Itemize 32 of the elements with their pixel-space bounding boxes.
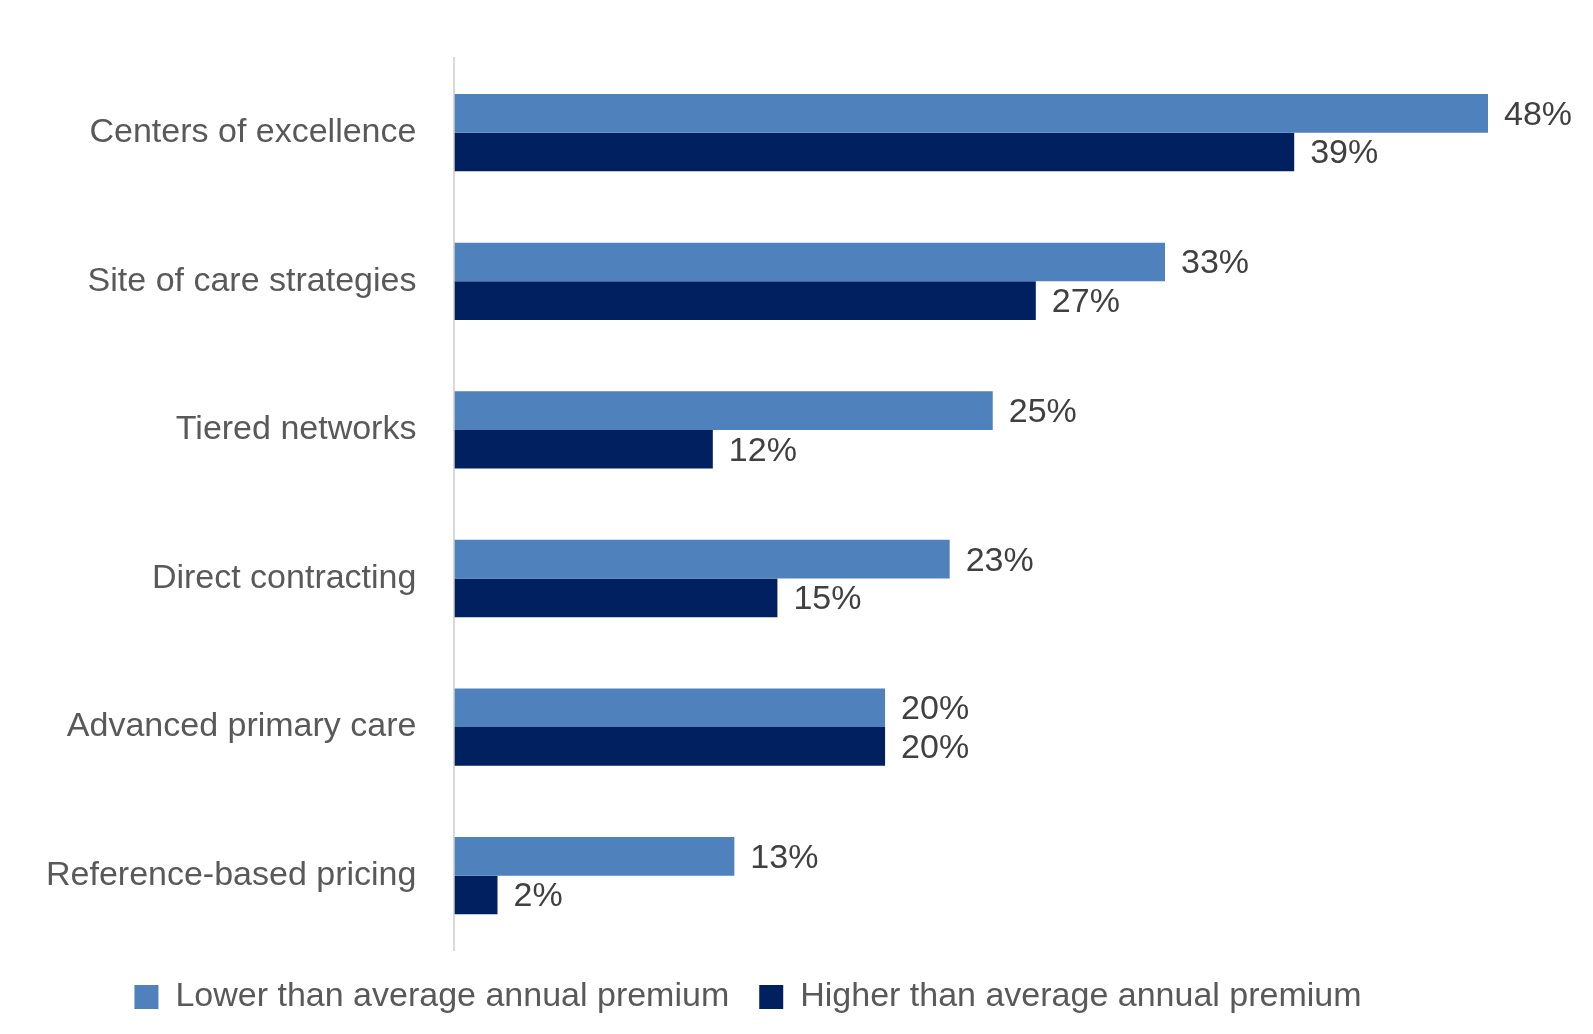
bar	[454, 132, 1295, 172]
data-label: 33%	[1181, 242, 1250, 281]
bar	[454, 242, 1166, 282]
data-label: 23%	[965, 539, 1034, 578]
y-tick-label: Tiered networks	[175, 408, 417, 447]
legend-label: Lower than average annual premium	[175, 975, 730, 1014]
bar	[454, 391, 993, 430]
bar	[454, 281, 1036, 320]
data-label: 20%	[901, 726, 970, 765]
bar	[454, 429, 713, 469]
data-label: 39%	[1310, 132, 1379, 171]
bar	[454, 688, 886, 728]
y-tick-label: Direct contracting	[151, 556, 417, 595]
legend-label: Higher than average annual premium	[800, 975, 1362, 1014]
bar	[454, 94, 1488, 133]
data-label: 48%	[1504, 93, 1573, 132]
data-label: 2%	[513, 875, 563, 914]
data-label: 13%	[750, 836, 819, 875]
data-label: 15%	[793, 578, 862, 617]
bar	[454, 578, 778, 618]
bar	[454, 875, 498, 915]
y-tick-label: Advanced primary care	[66, 705, 417, 744]
y-tick-label: Reference-based pricing	[45, 854, 417, 893]
data-label: 27%	[1051, 280, 1120, 319]
data-label: 12%	[728, 429, 797, 468]
y-tick-label: Site of care strategies	[87, 259, 417, 298]
data-label: 25%	[1008, 390, 1077, 429]
y-tick-label: Centers of excellence	[89, 111, 417, 150]
bar	[454, 727, 886, 766]
bar	[454, 837, 735, 876]
data-label: 20%	[901, 688, 970, 727]
bar	[454, 539, 950, 579]
